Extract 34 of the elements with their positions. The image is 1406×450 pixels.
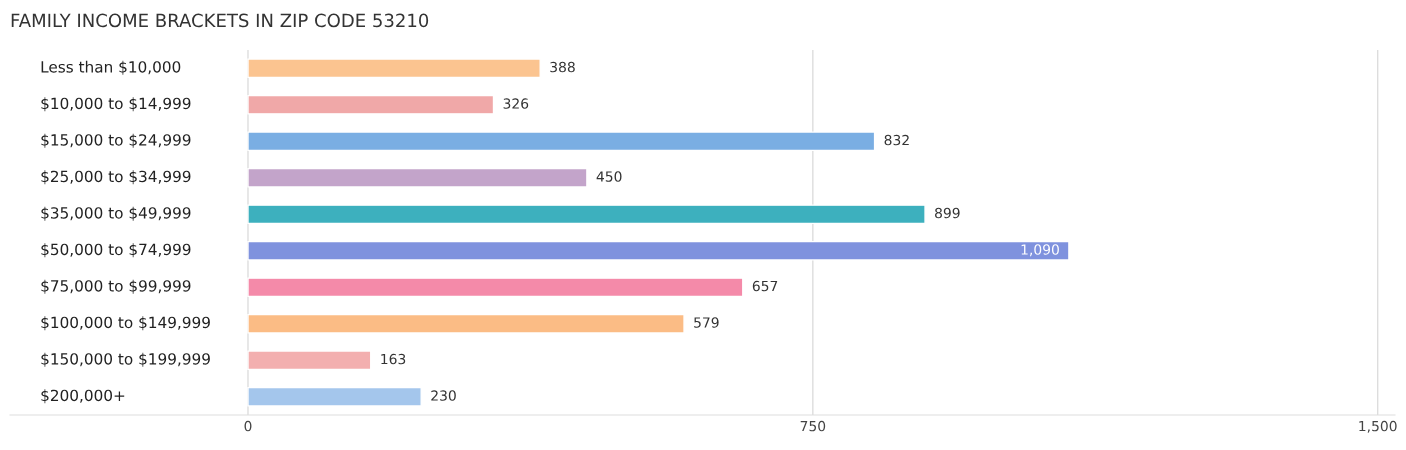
y-tick-label: $150,000 to $199,999: [41, 352, 210, 367]
bar: [247, 386, 422, 407]
y-tick-label: $10,000 to $14,999: [41, 97, 191, 112]
bar: [247, 58, 541, 79]
data-label: 579: [694, 317, 719, 328]
bar: [247, 240, 1070, 261]
bar: [247, 277, 744, 298]
bar: [247, 313, 685, 334]
y-tick-label: $75,000 to $99,999: [41, 279, 191, 294]
bar: [247, 350, 372, 371]
bar: [247, 94, 495, 115]
x-tick-label: 1,500: [1359, 420, 1397, 433]
data-label: 326: [503, 98, 529, 109]
data-label: 388: [550, 61, 575, 73]
y-tick-label: $35,000 to $49,999: [41, 206, 191, 221]
y-tick-label: $50,000 to $74,999: [41, 243, 191, 258]
bar: [247, 131, 876, 152]
data-label: 832: [884, 134, 909, 146]
bar: [247, 204, 926, 225]
y-tick-label: $100,000 to $149,999: [41, 316, 210, 331]
data-label: 450: [596, 171, 622, 182]
chart-title: FAMILY INCOME BRACKETS IN ZIP CODE 53210: [11, 13, 429, 28]
data-label: 1,090: [1021, 244, 1059, 257]
y-tick-label: Less than $10,000: [41, 60, 181, 75]
bar: [247, 167, 588, 188]
data-label: 657: [752, 280, 778, 292]
y-tick-label: $15,000 to $24,999: [41, 133, 191, 148]
y-tick-label: $25,000 to $34,999: [41, 170, 191, 185]
data-label: 163: [381, 353, 406, 365]
data-label: 899: [935, 207, 960, 219]
x-tick-label: 750: [800, 420, 826, 432]
x-tick-label: 0: [244, 420, 252, 432]
y-tick-label: $200,000+: [41, 389, 125, 404]
data-label: 230: [431, 390, 456, 401]
